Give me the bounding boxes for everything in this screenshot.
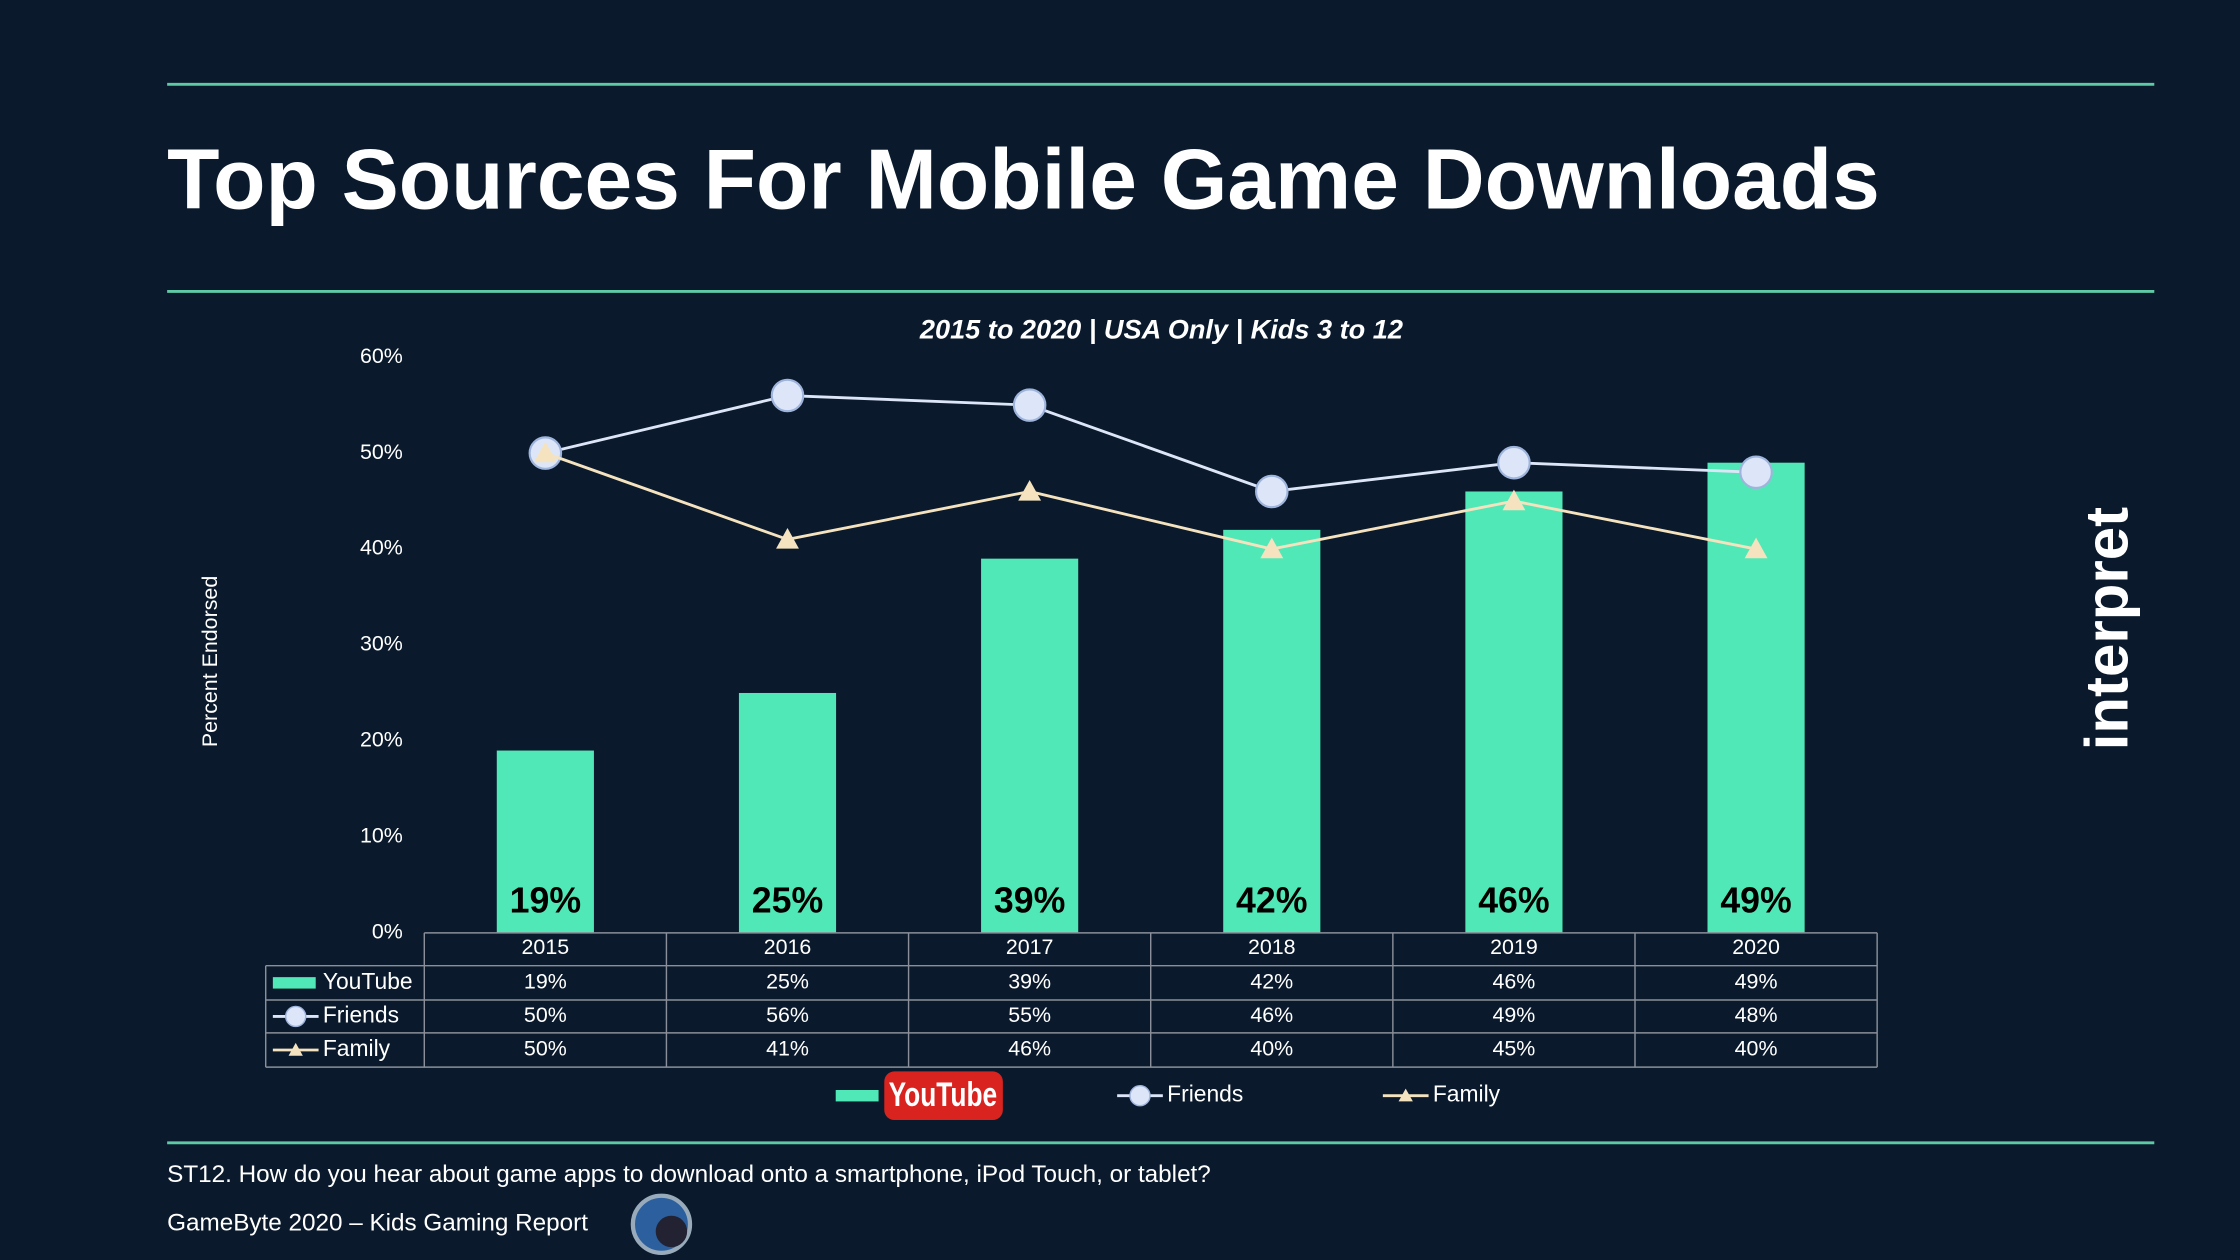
y-axis-label: Percent Endorsed bbox=[198, 576, 222, 747]
table-cell: 42% bbox=[1250, 970, 1293, 994]
table-cell: 49% bbox=[1735, 970, 1778, 994]
data-label: 49% bbox=[1720, 880, 1791, 920]
line-marker bbox=[533, 441, 557, 463]
x-tick-label: 2016 bbox=[764, 935, 812, 959]
line bbox=[544, 451, 1757, 551]
legend-marker bbox=[1398, 1088, 1413, 1102]
table-cell: 50% bbox=[524, 1003, 567, 1027]
data-label: 25% bbox=[752, 880, 823, 920]
bar bbox=[981, 558, 1079, 933]
table-cell: 41% bbox=[766, 1037, 809, 1061]
x-tick-label: 2017 bbox=[1006, 935, 1054, 959]
line-marker bbox=[1739, 455, 1773, 490]
data-label: 39% bbox=[994, 880, 1065, 920]
y-tick-label: 20% bbox=[360, 728, 403, 752]
footnote: ST12. How do you hear about game apps to… bbox=[167, 1161, 1211, 1188]
table-row-label: YouTube bbox=[323, 968, 413, 994]
line-marker bbox=[1012, 388, 1047, 422]
line-marker bbox=[776, 528, 799, 549]
table-cell: 40% bbox=[1250, 1037, 1293, 1061]
line bbox=[545, 394, 1757, 493]
line-marker bbox=[770, 378, 805, 413]
line-marker bbox=[1497, 445, 1531, 480]
legend-label: Friends bbox=[1167, 1081, 1243, 1107]
line-marker bbox=[1018, 480, 1042, 501]
x-tick-label: 2020 bbox=[1732, 935, 1780, 959]
table-row-label: Friends bbox=[323, 1001, 399, 1027]
table-cell: 39% bbox=[1008, 970, 1051, 994]
legend-swatch bbox=[272, 977, 316, 989]
table-cell: 55% bbox=[1008, 1003, 1051, 1027]
bar bbox=[496, 750, 594, 933]
y-tick-label: 40% bbox=[360, 536, 403, 560]
table-cell: 49% bbox=[1492, 1003, 1535, 1027]
chart-title: Top Sources For Mobile Game Downloads bbox=[167, 131, 1880, 227]
table-cell: 48% bbox=[1735, 1003, 1778, 1027]
line-marker bbox=[1255, 474, 1289, 509]
legend-marker bbox=[1129, 1085, 1151, 1107]
source-logo bbox=[655, 1215, 688, 1248]
bar bbox=[1223, 529, 1321, 933]
line-marker bbox=[1502, 489, 1526, 511]
x-tick-label: 2019 bbox=[1490, 935, 1538, 959]
y-tick-label: 10% bbox=[360, 824, 403, 848]
table-cell: 56% bbox=[766, 1003, 809, 1027]
line-marker bbox=[1744, 537, 1768, 559]
y-tick-label: 0% bbox=[372, 920, 403, 944]
table-cell: 50% bbox=[524, 1037, 567, 1061]
line-marker bbox=[1260, 537, 1284, 559]
table-cell: 45% bbox=[1492, 1037, 1535, 1061]
legend-logo-box bbox=[884, 1071, 1003, 1120]
table-cell: 46% bbox=[1008, 1037, 1051, 1061]
data-label: 19% bbox=[510, 880, 581, 920]
source: GameByte 2020 – Kids Gaming Report bbox=[167, 1210, 588, 1237]
legend-marker bbox=[288, 1042, 303, 1056]
bar bbox=[1707, 462, 1805, 933]
y-tick-label: 60% bbox=[360, 344, 403, 368]
legend-swatch bbox=[835, 1090, 879, 1102]
brand: interpret bbox=[2073, 507, 2140, 750]
legend-label: Family bbox=[1433, 1081, 1501, 1107]
x-tick-label: 2018 bbox=[1248, 935, 1296, 959]
legend-label: YouTube bbox=[889, 1076, 998, 1114]
table-cell: 46% bbox=[1492, 970, 1535, 994]
table-cell: 25% bbox=[766, 970, 809, 994]
bar bbox=[738, 692, 837, 933]
table-row-label: Family bbox=[323, 1035, 391, 1061]
data-label: 46% bbox=[1478, 880, 1549, 920]
bar bbox=[1465, 491, 1563, 933]
y-tick-label: 50% bbox=[360, 440, 403, 464]
table-cell: 19% bbox=[524, 970, 567, 994]
y-tick-label: 30% bbox=[360, 632, 403, 656]
chart-subtitle: 2015 to 2020 | USA Only | Kids 3 to 12 bbox=[919, 314, 1403, 345]
table-cell: 46% bbox=[1250, 1003, 1293, 1027]
x-tick-label: 2015 bbox=[522, 935, 570, 959]
data-label: 42% bbox=[1236, 880, 1307, 920]
legend-marker bbox=[285, 1005, 307, 1028]
table-cell: 40% bbox=[1735, 1037, 1778, 1061]
